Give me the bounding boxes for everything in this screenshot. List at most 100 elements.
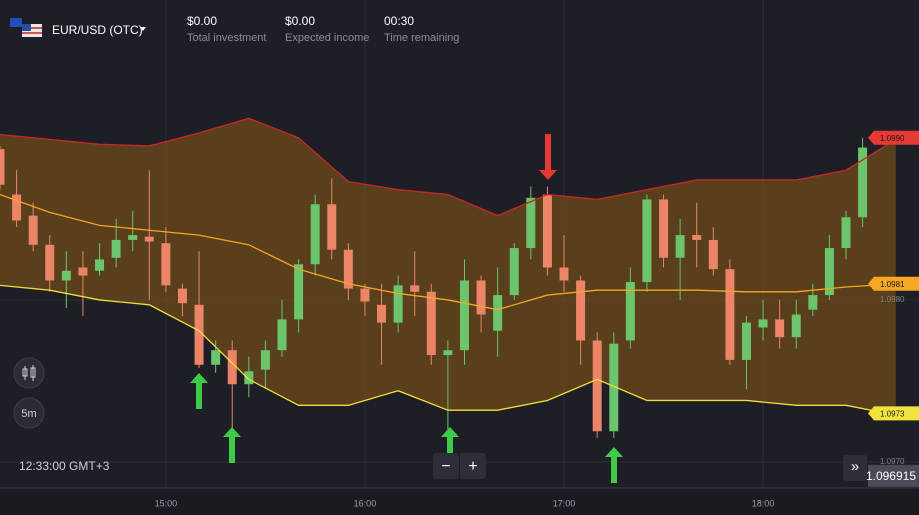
candle-body <box>443 350 453 356</box>
signal-arrows <box>190 134 623 483</box>
candle-body <box>692 235 702 240</box>
candle-body <box>343 249 353 289</box>
stat-label: Expected income <box>285 32 369 44</box>
button-bg <box>13 397 45 429</box>
flag-us-canton <box>22 24 31 31</box>
band-line <box>0 117 897 217</box>
dropdown-caret <box>140 27 146 31</box>
clock: 12:33:00 GMT+3 <box>19 459 110 473</box>
plot <box>0 0 919 488</box>
icon <box>30 367 36 378</box>
sell-arrow <box>539 134 557 180</box>
stat-value: $0.00 <box>187 14 217 28</box>
candle-body <box>144 236 154 242</box>
icon <box>22 368 28 377</box>
candle-body <box>128 235 138 240</box>
band-line <box>0 193 896 311</box>
expand[interactable]: » <box>843 455 867 481</box>
chart-type-button[interactable] <box>13 357 45 389</box>
price-tag-label: 1.0981 <box>880 280 905 289</box>
stat-value: $0.00 <box>285 14 315 28</box>
candle-body <box>725 269 735 360</box>
price-tag <box>868 130 919 145</box>
button-bg <box>13 357 45 389</box>
zoom-in[interactable]: + <box>460 453 486 479</box>
y-tick-label: 1.0980 <box>880 295 905 304</box>
zoom-out[interactable]: − <box>433 453 459 479</box>
current-price-box <box>868 464 919 487</box>
candle-body <box>12 194 22 221</box>
candle-body <box>592 340 602 432</box>
candle-body <box>493 295 503 331</box>
candle-body <box>294 264 304 320</box>
candle-body <box>841 217 851 249</box>
candle-body <box>194 304 204 365</box>
candle-body <box>260 350 270 370</box>
candle-body <box>808 295 818 310</box>
candle-body <box>111 239 121 258</box>
button-bg <box>460 453 486 479</box>
price-tag-label: 1.0973 <box>880 410 905 419</box>
timeframe: 5m <box>21 408 36 420</box>
candle-body <box>0 149 5 185</box>
candle-body <box>426 291 436 356</box>
candle-body <box>327 204 337 250</box>
candle-body <box>310 204 320 265</box>
candle-body <box>95 259 105 271</box>
candle-body <box>28 215 38 245</box>
candle-body <box>227 350 237 385</box>
x-axis: 15:00 16:00 17:00 18:00 <box>155 498 775 508</box>
price-scale: 1.0980 1.0970 1.0990 1.0981 1.0973 1.096915 <box>866 130 919 487</box>
candle-body <box>741 322 751 360</box>
x-tick-label: 17:00 <box>553 498 576 508</box>
candle-body <box>177 288 187 304</box>
candle-body <box>393 285 403 323</box>
price-tag <box>868 276 919 291</box>
candle-body <box>61 270 71 281</box>
candle-body <box>659 199 669 258</box>
candle-body <box>360 288 370 302</box>
stat-label: Total investment <box>187 32 266 44</box>
stat-label: Time remaining <box>384 32 459 44</box>
x-tick-label: 16:00 <box>354 498 377 508</box>
buy-arrow <box>190 373 208 409</box>
candle-body <box>377 304 387 323</box>
candle-body <box>559 267 569 281</box>
price-tag-label: 1.0990 <box>880 134 905 143</box>
candle-body <box>526 197 536 249</box>
candle-body <box>277 319 287 351</box>
time-axis <box>0 488 919 515</box>
candle-body <box>244 371 254 385</box>
candle-body <box>459 280 469 351</box>
candle-body <box>576 280 586 341</box>
band-fill <box>0 118 896 416</box>
y-tick-label: 1.0970 <box>880 457 905 466</box>
flag-eu <box>10 18 22 27</box>
asset-selector[interactable]: EUR/USD (OTC) <box>10 18 146 37</box>
button-bg <box>433 453 459 479</box>
current-price: 1.096915 <box>866 469 916 483</box>
zoom-out-label: − <box>441 458 450 475</box>
buy-arrow <box>441 427 459 463</box>
candle-body <box>791 314 801 338</box>
buy-arrow <box>223 427 241 463</box>
timeframe-button[interactable]: 5m <box>13 397 45 429</box>
candle-body <box>625 282 635 341</box>
buy-arrow <box>605 447 623 483</box>
candle-body <box>78 267 88 276</box>
candle-body <box>775 319 785 338</box>
button-bg <box>843 455 867 481</box>
candle-body <box>858 147 868 218</box>
candle-body <box>476 280 486 315</box>
candle-body <box>642 199 652 283</box>
zoom-in-label: + <box>468 458 477 475</box>
candle-body <box>824 248 834 296</box>
band-line <box>0 284 896 416</box>
candle-body <box>609 343 619 432</box>
candle-body <box>45 244 55 281</box>
candle-body <box>410 285 420 292</box>
expand-label: » <box>851 458 859 475</box>
candle-body <box>675 235 685 258</box>
x-tick-label: 18:00 <box>752 498 775 508</box>
candle-body <box>758 319 768 328</box>
